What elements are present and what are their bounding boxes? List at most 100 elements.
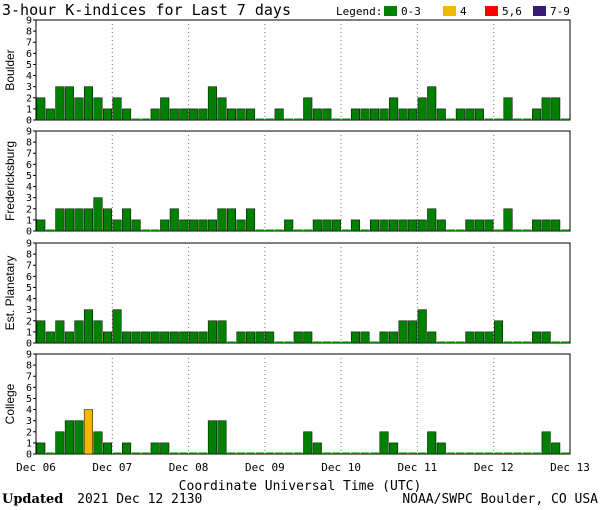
kindex-bar xyxy=(350,331,360,344)
footer-credit: NOAA/SWPC Boulder, CO USA xyxy=(402,492,598,507)
kindex-bar xyxy=(303,229,313,231)
kindex-bar xyxy=(465,108,475,121)
kindex-bar xyxy=(379,219,389,232)
kindex-bar xyxy=(74,320,84,344)
kindex-bar xyxy=(541,219,551,232)
kindex-bar xyxy=(427,86,437,121)
kindex-bar xyxy=(341,229,351,231)
kindex-bar xyxy=(150,331,160,344)
kindex-bar xyxy=(131,452,141,454)
kindex-bar xyxy=(226,108,236,121)
legend: Legend: 0-3 4 5,6 7-9 xyxy=(336,5,570,18)
y-tick-label: 1 xyxy=(26,215,32,226)
y-tick-label: 6 xyxy=(26,272,32,283)
y-tick-label: 8 xyxy=(26,27,32,38)
kindex-bar xyxy=(265,452,274,454)
kindex-bar xyxy=(74,97,84,121)
x-tick-label: Dec 09 xyxy=(245,461,285,474)
kindex-bar xyxy=(198,219,208,232)
kindex-bar xyxy=(532,452,541,454)
kindex-bar xyxy=(532,219,542,232)
chart-title: 3-hour K-indices for Last 7 days xyxy=(2,1,291,19)
kindex-bar xyxy=(370,341,379,343)
kindex-bar xyxy=(112,452,122,454)
kindex-bar xyxy=(484,452,494,454)
kindex-bar xyxy=(522,341,532,343)
kindex-bar xyxy=(141,118,150,120)
kindex-bar xyxy=(398,320,408,344)
kindex-bar xyxy=(45,331,55,344)
x-tick-label: Dec 11 xyxy=(398,461,438,474)
y-tick-label: 8 xyxy=(26,250,32,261)
kindex-bar xyxy=(551,97,561,121)
kindex-bar xyxy=(398,219,408,232)
kindex-bar xyxy=(417,452,427,454)
kindex-bar xyxy=(265,331,275,344)
kindex-bar xyxy=(236,452,246,454)
kindex-bar xyxy=(541,431,551,455)
kindex-bar xyxy=(398,452,408,454)
kindex-bar xyxy=(332,118,341,120)
y-tick-label: 9 xyxy=(26,350,32,361)
kindex-bar xyxy=(122,208,132,232)
kindex-bar xyxy=(284,219,294,232)
kindex-bar xyxy=(217,420,227,455)
kindex-bar xyxy=(131,331,141,344)
kindex-bar xyxy=(160,331,170,344)
kindex-bar xyxy=(370,452,379,454)
x-axis-label: Coordinate Universal Time (UTC) xyxy=(179,479,422,494)
panel-frame xyxy=(35,242,571,344)
kindex-bar xyxy=(360,331,370,344)
kindex-bar xyxy=(465,219,475,232)
kindex-bar xyxy=(503,97,513,121)
kindex-bar xyxy=(312,219,322,232)
y-tick-label: 7 xyxy=(26,38,32,49)
kindex-bar xyxy=(160,219,170,232)
y-tick-label: 1 xyxy=(26,438,32,449)
y-tick-label: 4 xyxy=(26,71,32,82)
kindex-bar xyxy=(303,431,313,455)
kindex-bar xyxy=(227,452,236,454)
kindex-bar xyxy=(446,341,456,343)
kindex-bar xyxy=(513,341,522,343)
y-tick-label: 4 xyxy=(26,405,32,416)
y-tick-label: 5 xyxy=(26,283,32,294)
y-tick-label: 3 xyxy=(26,416,32,427)
kindex-bar xyxy=(103,442,113,455)
kindex-bar xyxy=(64,208,74,232)
kindex-bar xyxy=(179,219,189,232)
legend-swatch-1 xyxy=(443,6,456,16)
kindex-bar xyxy=(93,431,103,455)
kindex-bar xyxy=(427,431,437,455)
panel-frame xyxy=(35,353,571,455)
kindex-bar xyxy=(64,420,74,455)
kindex-bar xyxy=(83,208,93,232)
y-tick-label: 0 xyxy=(26,227,32,238)
y-tick-label: 0 xyxy=(26,339,32,350)
kindex-bar xyxy=(217,97,227,121)
kindex-bar xyxy=(55,208,65,232)
kindex-bar xyxy=(389,331,399,344)
kindex-bar xyxy=(274,229,284,231)
panel-frame xyxy=(35,19,571,121)
kindex-bar xyxy=(522,452,532,454)
kindex-bar xyxy=(522,118,532,120)
kindex-bar xyxy=(379,331,389,344)
kindex-bar xyxy=(560,229,570,231)
y-tick-label: 3 xyxy=(26,193,32,204)
x-tick-label: Dec 07 xyxy=(92,461,132,474)
y-tick-label: 6 xyxy=(26,160,32,171)
kindex-bar xyxy=(474,331,484,344)
kindex-bar xyxy=(112,97,122,121)
kindex-bar xyxy=(503,341,513,343)
y-tick-label: 4 xyxy=(26,294,32,305)
kindex-bar xyxy=(465,452,475,454)
kindex-bar xyxy=(551,442,561,455)
kindex-bar xyxy=(255,118,265,120)
kindex-bar xyxy=(541,97,551,121)
kindex-bar xyxy=(370,219,380,232)
kindex-bar xyxy=(293,118,303,120)
kindex-bar xyxy=(246,452,255,454)
updated-line: Updated 2021 Dec 12 2130 xyxy=(2,492,202,507)
